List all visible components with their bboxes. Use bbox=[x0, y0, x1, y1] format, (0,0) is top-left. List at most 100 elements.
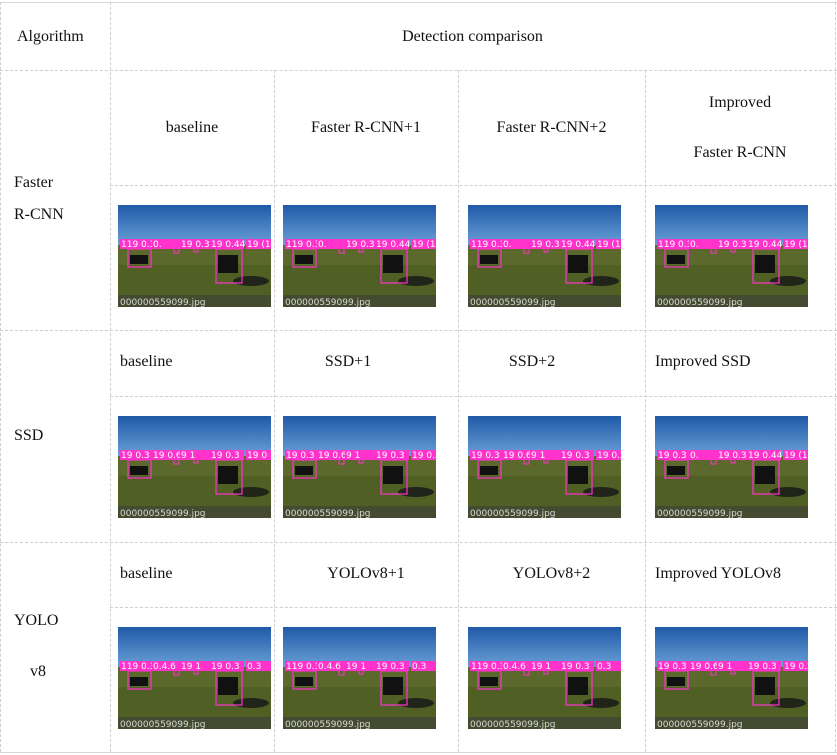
scene-svg: 119 0.30. 19 0.3 19 0.44 19 (1 000000559099.… bbox=[468, 205, 621, 307]
detection-label: 119 0.3 bbox=[121, 662, 155, 672]
filename-strip bbox=[655, 506, 808, 518]
detection-label: 119 0.3 bbox=[286, 240, 320, 250]
detection-label-bg bbox=[210, 661, 244, 671]
detection-label: 19 1 bbox=[346, 662, 366, 672]
detection-label-bg bbox=[596, 239, 621, 249]
detection-label: 19 0.44 bbox=[748, 451, 783, 461]
detection-label: 9 1 bbox=[718, 662, 732, 672]
row-divider bbox=[110, 607, 837, 608]
detection-image: 19 0.3 19 0.68 9 1 19 0.3 19 0 000000559099.j… bbox=[118, 416, 271, 518]
detection-label-bg bbox=[530, 239, 564, 249]
filename-label: 000000559099.jpg bbox=[120, 509, 206, 518]
cow-shadow bbox=[398, 698, 434, 708]
detection-label: 19 (1 bbox=[412, 240, 436, 250]
detection-label-bg bbox=[375, 661, 409, 671]
detection-label: 19 0.3 bbox=[561, 451, 590, 461]
detection-label-bg bbox=[246, 239, 271, 249]
detection-label: 9 1 bbox=[181, 451, 195, 461]
detection-label-bg bbox=[317, 661, 351, 671]
row-divider bbox=[0, 330, 837, 331]
detection-image: 119 0.3 0. 19 0.3 19 0.44 19 (1 000000559099.… bbox=[468, 205, 621, 307]
detection-label-bg bbox=[470, 239, 504, 249]
detection-label: 19 0.3 bbox=[718, 240, 747, 250]
detection-label: 9 1 bbox=[346, 451, 360, 461]
detection-label: 19 0.3 bbox=[784, 662, 808, 672]
filename-strip bbox=[468, 295, 621, 307]
detection-label-bg bbox=[783, 450, 808, 460]
cow bbox=[568, 466, 588, 484]
detection-label: 19 0.68 bbox=[690, 662, 725, 672]
method-label: Improved bbox=[708, 94, 772, 111]
detection-label-bg bbox=[120, 661, 154, 671]
cow-shadow bbox=[233, 276, 269, 286]
detection-label: 119 0.3 bbox=[658, 240, 692, 250]
method-label: YOLOv8+1 bbox=[327, 565, 405, 582]
detection-label: 19 0.3 bbox=[286, 451, 315, 461]
detection-label-bg bbox=[747, 661, 781, 671]
filename-strip bbox=[655, 295, 808, 307]
detection-label: 19 0.3 bbox=[412, 451, 436, 461]
detection-label-bg bbox=[657, 450, 691, 460]
top-border bbox=[0, 2, 837, 3]
detection-label: 0.4.6 bbox=[153, 662, 176, 672]
method-label: Faster R-CNN+2 bbox=[496, 119, 607, 136]
cow bbox=[383, 677, 403, 695]
method-label: baseline bbox=[120, 565, 173, 582]
detection-label: 19 0.3 bbox=[376, 662, 405, 672]
detection-label-bg bbox=[502, 450, 536, 460]
detection-label-bg bbox=[180, 661, 214, 671]
detection-label-bg bbox=[345, 661, 379, 671]
detection-image: 19 0.319 0.689 119 0.319 0.3000000559099… bbox=[283, 416, 436, 518]
detection-label: 19 1 bbox=[181, 662, 201, 672]
detection-label: 19 0.68 bbox=[153, 451, 188, 461]
detection-label-bg bbox=[717, 239, 751, 249]
cow bbox=[755, 466, 775, 484]
cow-shadow bbox=[770, 698, 806, 708]
cow-shadow bbox=[583, 276, 619, 286]
detection-label-bg bbox=[689, 239, 723, 249]
filename-label: 000000559099.jpg bbox=[120, 298, 206, 307]
detection-label-bg bbox=[246, 450, 271, 460]
algo-name-line: R-CNN bbox=[14, 206, 64, 223]
cow bbox=[295, 255, 313, 264]
detection-label-bg bbox=[411, 450, 436, 460]
detection-label-bg bbox=[560, 450, 594, 460]
detection-label-bg bbox=[285, 450, 319, 460]
detection-label-bg bbox=[560, 661, 594, 671]
detection-label: 19 0.44 bbox=[376, 240, 411, 250]
cow bbox=[218, 677, 238, 695]
detection-label: 19 (1 bbox=[597, 240, 621, 250]
cow bbox=[218, 466, 238, 484]
detection-label-bg bbox=[345, 239, 379, 249]
header-detection-comparison: Detection comparison bbox=[402, 28, 543, 45]
detection-label: 19 0.3 bbox=[531, 240, 560, 250]
filename-label: 000000559099.jpg bbox=[470, 298, 556, 307]
detection-label-bg bbox=[470, 661, 504, 671]
col-divider bbox=[274, 70, 275, 752]
detection-label: 19 0.3 bbox=[561, 662, 590, 672]
filename-label: 000000559099.jpg bbox=[657, 509, 743, 518]
detection-label-bg bbox=[411, 239, 436, 249]
filename-label: 000000559099.jpg bbox=[285, 720, 371, 729]
detection-label-bg bbox=[375, 450, 409, 460]
row-divider bbox=[110, 396, 837, 397]
detection-label-bg bbox=[120, 239, 154, 249]
detection-label-bg bbox=[180, 450, 214, 460]
filename-strip bbox=[118, 506, 271, 518]
detection-label: 0.3 bbox=[597, 662, 611, 672]
method-label: baseline bbox=[120, 353, 173, 370]
detection-label: 19 0.68 bbox=[503, 451, 538, 461]
detection-image: 119 0.3 0. 19 0.3 19 0.44 19 (1 000000559099.… bbox=[118, 205, 271, 307]
col-divider bbox=[0, 2, 1, 752]
detection-label-bg bbox=[783, 661, 808, 671]
detection-label-bg bbox=[120, 450, 154, 460]
filename-strip bbox=[468, 717, 621, 729]
detection-label-bg bbox=[530, 450, 564, 460]
detection-image: 19 0.3 0. 19 0.3 19 0.44 19 (1 000000559099.j… bbox=[655, 416, 808, 518]
filename-strip bbox=[655, 717, 808, 729]
detection-label-bg bbox=[285, 661, 319, 671]
detection-label: 119 0.3 bbox=[121, 240, 155, 250]
detection-label-bg bbox=[530, 661, 564, 671]
detection-label-bg bbox=[560, 239, 594, 249]
detection-label: 19 0.3 bbox=[658, 451, 687, 461]
